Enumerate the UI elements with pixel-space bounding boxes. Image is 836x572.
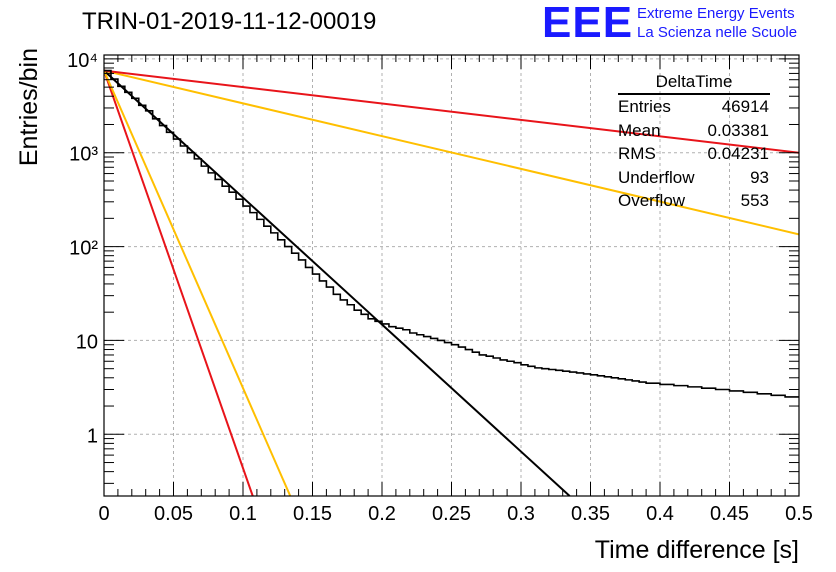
eee-logo: EEE [542,0,634,47]
stats-label: RMS [618,144,656,163]
stats-label: Overflow [618,191,686,210]
x-tick-label: 0.45 [710,503,749,525]
x-tick-label: 0.25 [432,503,471,525]
fit-curve-black [104,69,571,496]
stats-row-entries: Entries 46914 [612,95,777,119]
stats-value: 553 [740,191,769,210]
stats-value: 46914 [721,97,769,116]
fit-curve-red [104,70,254,496]
x-tick-label: 0.3 [507,503,535,525]
x-tick-label: 0 [98,503,109,525]
x-tick-label: 0.4 [646,503,674,525]
stats-value: 0.03381 [707,120,769,140]
x-axis-label: Time difference [s] [595,536,799,564]
x-tick-label: 0.05 [154,503,193,525]
stats-value: 93 [750,167,769,187]
x-tick-label: 0.1 [229,503,257,525]
logo-line-1: Extreme Energy Events [637,5,795,22]
y-tick-label: 10² [69,238,98,260]
fit-curve-orange [104,70,292,496]
stats-row-underflow: Underflow 93 [612,166,777,190]
fit-curve-orange [104,69,799,236]
stats-row-mean: Mean 0.03381 [612,119,777,143]
y-tick-label: 10³ [69,144,98,166]
stats-label: Entries [618,97,671,116]
x-tick-label: 0.2 [368,503,396,525]
histogram-steps [104,69,799,398]
y-tick-label: 1 [87,425,98,447]
stats-row-rms: RMS 0.04231 [612,142,777,166]
x-tick-label: 0.5 [785,503,813,525]
y-tick-label: 10 [76,331,98,353]
y-tick-label: 10⁴ [67,50,98,72]
stats-row-overflow: Overflow 553 [612,189,777,213]
stats-title: DeltaTime [618,72,770,95]
stats-label: Mean [618,120,661,140]
page-title: TRIN-01-2019-11-12-00019 [82,8,377,35]
stats-value: 0.04231 [707,144,769,163]
x-tick-label: 0.15 [293,503,332,525]
fit-curve-red [104,69,799,154]
stats-box: DeltaTime Entries 46914 Mean 0.03381 RMS 0.… [612,72,777,213]
stats-label: Underflow [618,167,695,187]
y-axis-label: Entries/bin [15,48,43,166]
x-tick-label: 0.35 [571,503,610,525]
logo-line-2: La Scienza nelle Scuole [637,24,798,41]
